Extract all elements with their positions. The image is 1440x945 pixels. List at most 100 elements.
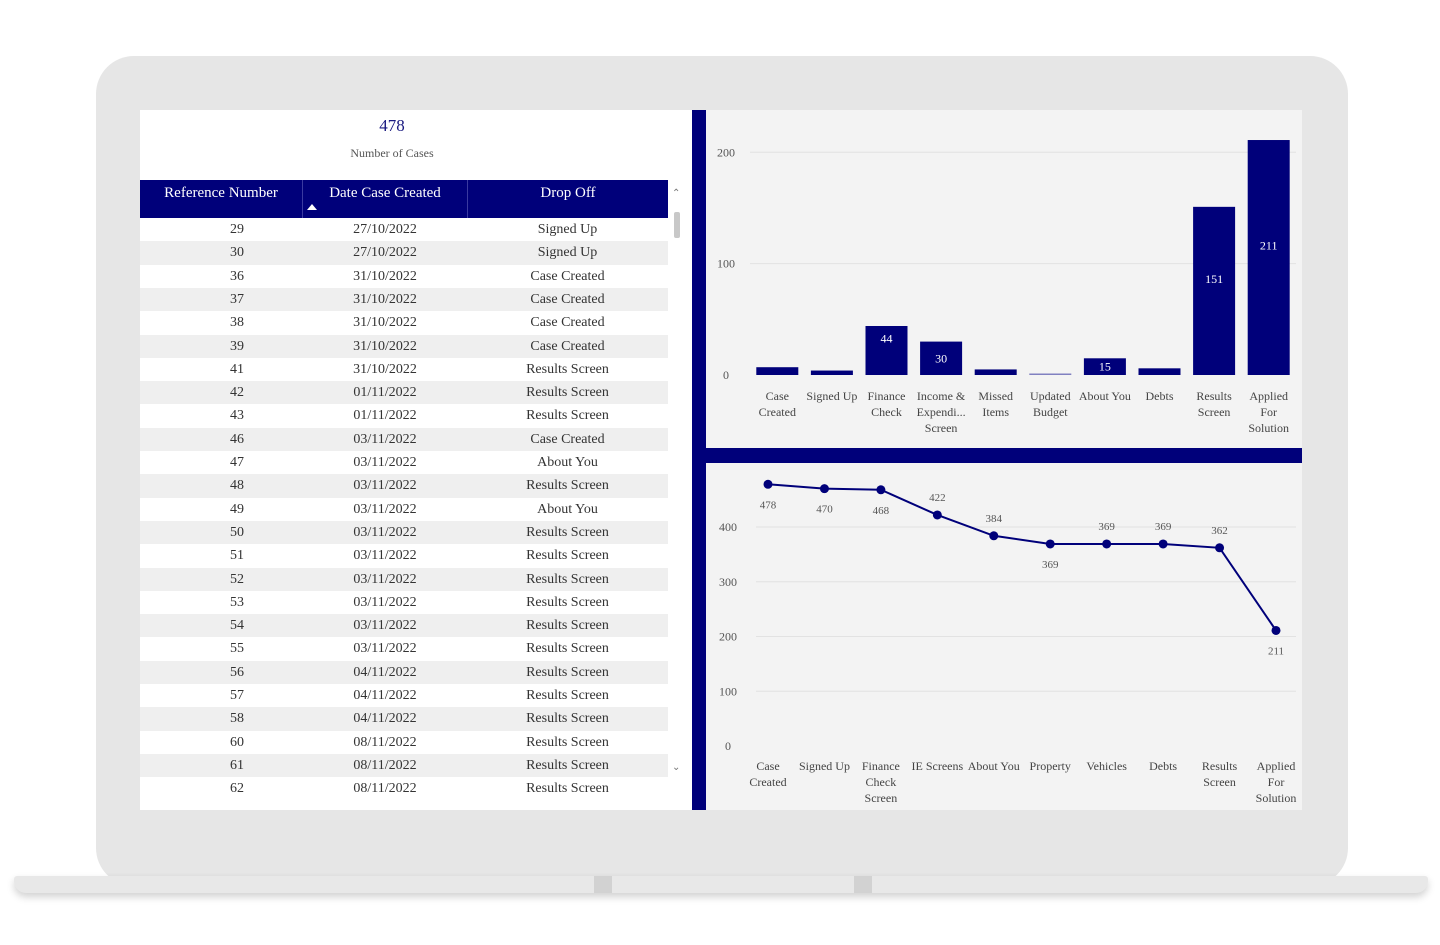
data-point — [876, 485, 886, 495]
cell-drop-off: Results Screen — [526, 711, 609, 727]
table-row[interactable]: 41 31/10/2022 Results Screen — [140, 358, 668, 381]
table-row[interactable]: 29 27/10/2022 Signed Up — [140, 218, 668, 241]
cell-drop-off: Case Created — [530, 338, 605, 354]
cell-drop-off: Results Screen — [526, 361, 609, 377]
cell-date-case-created: 04/11/2022 — [353, 664, 417, 680]
y-tick-label: 300 — [719, 575, 737, 589]
cell-date-case-created: 01/11/2022 — [353, 385, 417, 401]
cell-date-case-created: 01/11/2022 — [353, 408, 417, 424]
cell-drop-off: Signed Up — [537, 245, 598, 261]
bar-chart-panel: 0 100 200 Case Created Signed Up 44 Finance Chec… — [706, 110, 1302, 448]
cell-date-case-created: 04/11/2022 — [353, 688, 417, 703]
category-label: Vehicles — [1086, 759, 1127, 773]
scrollbar-thumb[interactable] — [674, 212, 680, 238]
cases-panel: 478 Number of Cases Reference Number Dat… — [140, 110, 686, 810]
data-label: 15 — [1099, 360, 1111, 374]
table-row[interactable]: 57 04/11/2022 Results Screen — [140, 684, 668, 707]
table-row[interactable]: 62 08/11/2022 Results Screen — [140, 777, 668, 800]
cell-reference-number: 61 — [230, 757, 244, 773]
cell-date-case-created: 03/11/2022 — [353, 571, 417, 587]
table-row[interactable]: 52 03/11/2022 Results Screen — [140, 567, 668, 591]
cell-date-case-created: 27/10/2022 — [353, 222, 417, 237]
cell-date-case-created: 03/11/2022 — [353, 431, 417, 447]
cell-drop-off: Results Screen — [526, 408, 609, 424]
bar — [1029, 373, 1072, 375]
table-row[interactable]: 51 03/11/2022 Results Screen — [140, 544, 668, 567]
kpi-label: Number of Cases — [350, 146, 434, 160]
cell-reference-number: 52 — [230, 571, 244, 587]
table-row[interactable]: 50 03/11/2022 Results Screen — [140, 520, 668, 545]
table-row[interactable]: 42 01/11/2022 Results Screen — [140, 381, 668, 405]
cell-reference-number: 42 — [230, 385, 244, 401]
cell-drop-off: Case Created — [530, 268, 605, 284]
table-row[interactable]: 53 03/11/2022 Results Screen — [140, 591, 668, 614]
category-label: Property — [1030, 759, 1071, 773]
cell-reference-number: 56 — [230, 664, 244, 680]
data-label: 211 — [1268, 645, 1284, 657]
column-header-reference-number[interactable]: Reference Number — [164, 185, 278, 201]
cell-drop-off: About You — [537, 501, 598, 517]
category-label: IE Screens — [912, 759, 964, 773]
cell-date-case-created: 08/11/2022 — [353, 757, 417, 773]
category-label: Income & Expendi... Screen — [917, 389, 966, 435]
column-header-drop-off[interactable]: Drop Off — [540, 185, 596, 201]
table-row[interactable]: 60 08/11/2022 Results Screen — [140, 731, 668, 754]
table-row[interactable]: 43 01/11/2022 Results Screen — [140, 404, 668, 427]
bar — [1193, 206, 1236, 375]
table-row[interactable]: 48 03/11/2022 Results Screen — [140, 474, 668, 498]
cell-drop-off: Results Screen — [526, 688, 609, 703]
y-tick-label: 200 — [719, 630, 737, 644]
table-row[interactable]: 58 04/11/2022 Results Screen — [140, 707, 668, 731]
table-row[interactable]: 37 31/10/2022 Case Created — [140, 287, 668, 312]
base-hinge-left — [594, 876, 612, 893]
category-label: Applied For Solution — [1256, 759, 1297, 805]
category-label: Finance Check — [868, 389, 906, 419]
table-row[interactable]: 47 03/11/2022 About You — [140, 451, 668, 474]
cell-drop-off: Results Screen — [526, 734, 609, 750]
kpi-value: 478 — [379, 116, 405, 135]
cell-date-case-created: 03/11/2022 — [353, 594, 417, 610]
table-row[interactable]: 54 03/11/2022 Results Screen — [140, 614, 668, 638]
cell-date-case-created: 03/11/2022 — [353, 524, 417, 540]
y-tick-label: 0 — [725, 739, 731, 753]
category-label: Applied For Solution — [1248, 389, 1289, 435]
table-row[interactable]: 61 08/11/2022 Results Screen — [140, 753, 668, 778]
cell-date-case-created: 03/11/2022 — [353, 455, 417, 470]
table-row[interactable]: 46 03/11/2022 Case Created — [140, 427, 668, 451]
bar — [865, 326, 908, 375]
cell-drop-off: Results Screen — [526, 478, 609, 494]
cell-reference-number: 43 — [230, 408, 244, 424]
cell-reference-number: 51 — [230, 548, 244, 564]
bar — [1247, 140, 1290, 375]
y-tick-label: 200 — [717, 145, 735, 159]
data-label: 470 — [816, 504, 833, 516]
scroll-down-icon[interactable]: ⌄ — [672, 762, 681, 773]
bar — [756, 367, 799, 375]
table-header: Reference Number Date Case Created Drop … — [140, 180, 668, 218]
table-row[interactable]: 56 04/11/2022 Results Screen — [140, 660, 668, 684]
table-row[interactable]: 30 27/10/2022 Signed Up — [140, 241, 668, 265]
cell-reference-number: 39 — [230, 338, 244, 354]
cell-date-case-created: 08/11/2022 — [353, 781, 417, 797]
cell-drop-off: Results Screen — [526, 641, 609, 657]
column-header-date-case-created[interactable]: Date Case Created — [329, 185, 441, 201]
cell-drop-off: Results Screen — [526, 781, 609, 797]
series-line — [767, 483, 1277, 632]
cell-reference-number: 57 — [230, 688, 244, 703]
line-chart-panel: 0 100 200 300 400 478 Case Created 470 Signed Up 4… — [706, 463, 1302, 810]
table-row[interactable]: 36 31/10/2022 Case Created — [140, 265, 668, 288]
table-row[interactable]: 49 03/11/2022 About You — [140, 498, 668, 521]
data-label: 468 — [873, 505, 890, 517]
table-row[interactable]: 38 31/10/2022 Case Created — [140, 311, 668, 334]
sort-ascending-icon[interactable] — [307, 204, 317, 210]
bar — [920, 341, 963, 375]
data-label: 369 — [1155, 521, 1172, 533]
table-row[interactable]: 39 31/10/2022 Case Created — [140, 334, 668, 358]
laptop-base — [14, 876, 1428, 893]
data-label: 30 — [935, 351, 947, 365]
scroll-up-icon[interactable]: ⌃ — [672, 188, 681, 199]
cell-reference-number: 54 — [230, 618, 244, 634]
cell-reference-number: 55 — [230, 641, 244, 657]
bar-chart: 0 100 200 Case Created Signed Up 44 Finance Chec… — [717, 140, 1296, 435]
table-row[interactable]: 55 03/11/2022 Results Screen — [140, 637, 668, 660]
